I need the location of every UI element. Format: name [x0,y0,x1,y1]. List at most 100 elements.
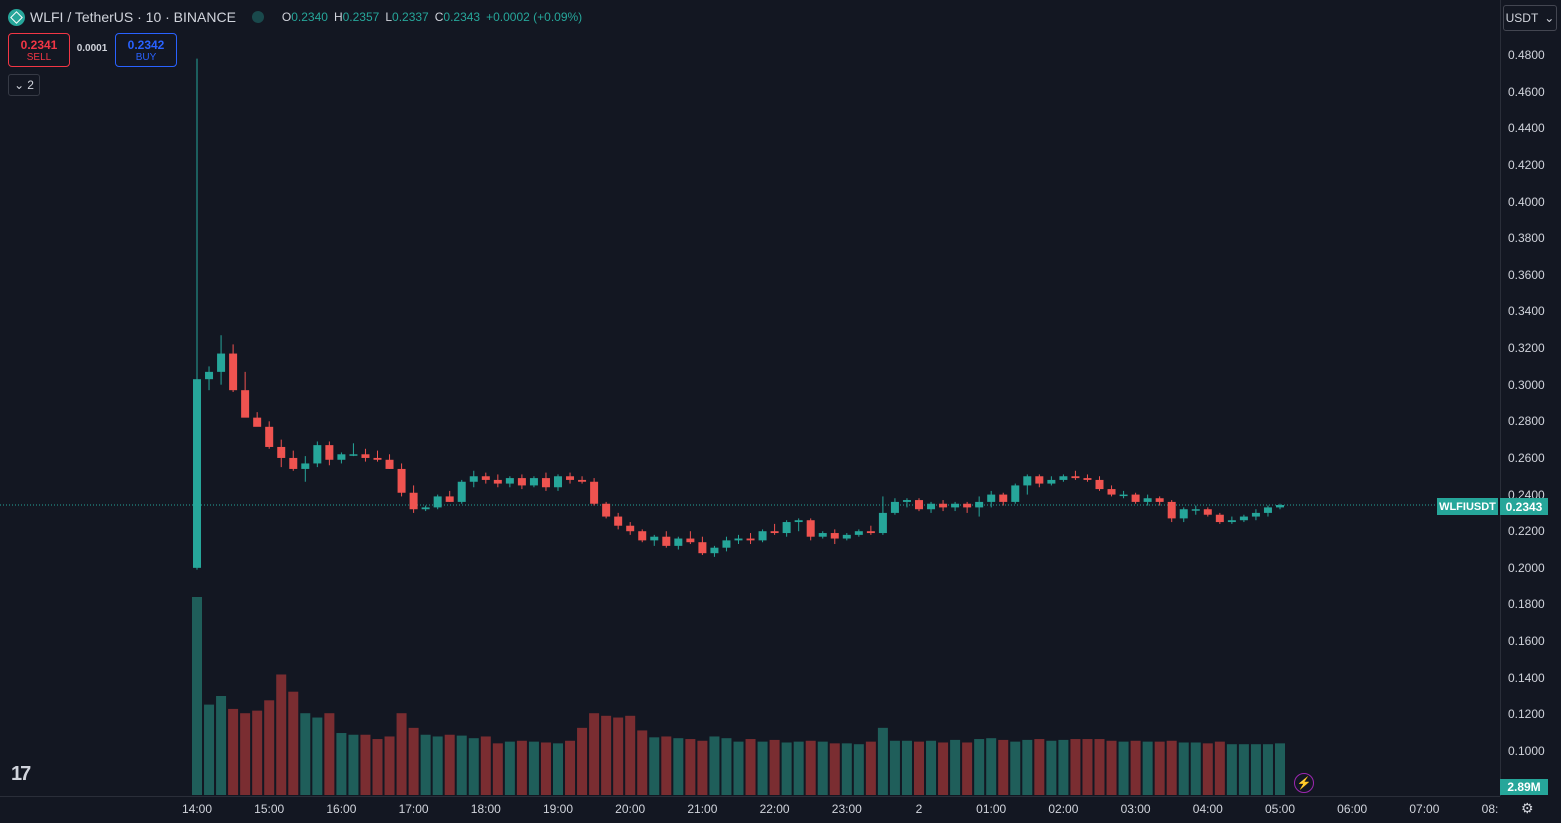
time-tick-label: 02:00 [1048,802,1079,816]
price-tick-label: 0.3600 [1508,267,1545,282]
candle [349,443,358,457]
candle [373,450,382,462]
candle [842,533,851,541]
volume-bar [1106,740,1117,795]
open-key: O [281,10,292,24]
volume-bar [1058,739,1069,795]
wlfi-logo-icon [8,8,25,26]
volume-bar [1118,741,1129,795]
time-tick-label: 01:00 [976,802,1007,816]
volume-bar [396,713,407,795]
candle [253,412,262,427]
candle [794,518,803,532]
candle-body [493,479,502,484]
candle-body [830,533,839,539]
candle [915,498,923,512]
candle [1083,474,1092,482]
volume-bar [649,737,660,795]
candle [662,531,671,548]
candle [1071,470,1080,480]
high-value: 0.2357 [342,10,380,24]
indicators-toggle-button[interactable]: ⌄ 2 [8,74,40,96]
time-axis[interactable]: 14:00 15:00 16:00 17:00 18:00 19:00 20:00 21:00… [0,796,1500,823]
volume-bar [336,733,347,795]
price-tick-label: 0.1200 [1508,707,1545,722]
volume-bar [926,740,937,795]
price-tick-label: 0.4000 [1508,194,1545,209]
volume-bar [1130,740,1141,795]
volume-bar [986,738,997,795]
gear-icon[interactable]: ⚙ [1521,800,1534,816]
volume-bar [300,713,311,795]
candle-body [806,520,815,537]
volume-bar [540,742,551,795]
price-axis[interactable]: 0.4800 0.4600 0.4400 0.4200 0.4000 0.3800 0.36… [1500,0,1561,796]
candle [301,456,310,482]
volume-bar [889,740,900,795]
price-chart[interactable] [0,0,1500,796]
candle-body [566,476,575,480]
candle [421,505,430,512]
volume-bar [721,738,732,795]
candle [1131,492,1140,504]
volume-bar [432,736,443,795]
candle-body [686,538,695,543]
volume-bar [733,741,744,795]
volume-bar [565,740,576,795]
candle-body [951,503,960,508]
candle [361,448,370,462]
candle-body [987,494,996,502]
volume-bar [528,741,539,795]
volume-bar [324,713,335,795]
volume-bar [1275,743,1285,795]
symbol-title[interactable]: WLFI / TetherUS · 10 · BINANCE [30,9,236,25]
candle-body [1203,509,1212,515]
candle-body [1167,501,1176,519]
candle-body [842,534,851,539]
price-tick-label: 0.3800 [1508,231,1545,246]
candle [1047,476,1056,486]
volume-bar [877,727,888,795]
candle-body [517,478,526,486]
volume-bar [372,739,383,795]
volume-bar [1262,744,1273,795]
candle [951,501,960,512]
volume-bar [745,739,756,795]
candle [1107,485,1116,497]
volume-bar [974,739,985,795]
symbol-price-label: WLFIUSDT [1437,498,1498,515]
candle [1143,494,1152,506]
lightning-icon[interactable]: ⚡ [1294,773,1314,793]
candle-body [939,503,948,508]
tradingview-logo-icon[interactable]: 17 [11,763,31,785]
volume-bar [673,738,684,795]
symbol-legend: WLFI / TetherUS · 10 · BINANCE O0.2340 H… [8,8,582,26]
candle [1203,507,1212,517]
candle-body [818,533,827,537]
volume-bar [420,734,431,795]
volume-bar [841,743,852,795]
candle [999,492,1008,506]
volume-bar [625,715,636,795]
volume-bar [408,727,419,795]
open-value: 0.2340 [291,10,328,24]
candle [1227,516,1236,524]
volume-bar [1178,742,1189,795]
currency-select[interactable]: USDT ⌄ [1503,5,1557,31]
sell-button[interactable]: 0.2341 SELL [8,33,70,67]
candle [1095,476,1104,491]
volume-bar [456,735,467,795]
volume-bar [1094,739,1105,795]
candle [746,533,755,545]
candle-body [1276,505,1284,508]
time-tick-label: 16:00 [326,802,357,816]
buy-button[interactable]: 0.2342 BUY [115,33,177,67]
candle [650,534,659,546]
candle [541,472,550,491]
time-tick-label: 17:00 [398,802,429,816]
candle [890,498,899,515]
candle [554,474,562,491]
volume-bar [577,727,588,795]
volume-bar [348,734,359,795]
candle-body [746,538,755,541]
